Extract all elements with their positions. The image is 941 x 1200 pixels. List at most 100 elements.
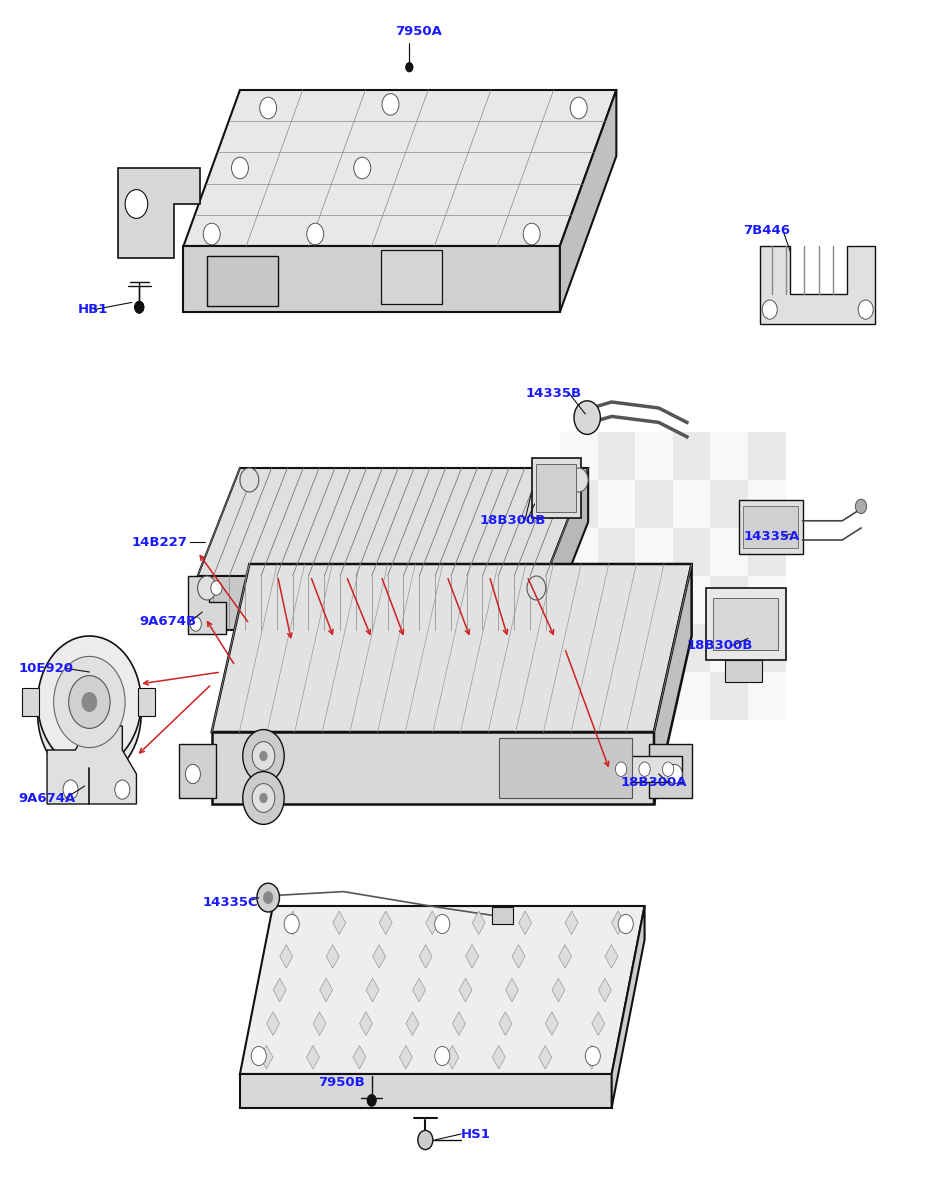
Polygon shape — [598, 978, 612, 1002]
Bar — [560, 528, 598, 576]
Polygon shape — [188, 576, 226, 634]
Text: 7950A: 7950A — [395, 25, 442, 38]
Text: 14335A: 14335A — [743, 530, 800, 542]
Polygon shape — [559, 944, 571, 968]
Bar — [536, 464, 576, 512]
Polygon shape — [585, 1045, 598, 1069]
Polygon shape — [373, 944, 386, 968]
Bar — [673, 432, 710, 480]
Circle shape — [367, 1094, 376, 1106]
Polygon shape — [198, 468, 588, 576]
Polygon shape — [512, 944, 525, 968]
Text: 14335B: 14335B — [525, 388, 582, 400]
Polygon shape — [612, 911, 625, 935]
Polygon shape — [198, 576, 546, 630]
Polygon shape — [592, 1012, 605, 1036]
Circle shape — [135, 301, 144, 313]
Text: 14B227: 14B227 — [132, 536, 187, 548]
Circle shape — [252, 784, 275, 812]
Bar — [635, 672, 673, 720]
Circle shape — [257, 883, 279, 912]
Circle shape — [570, 97, 587, 119]
Bar — [710, 528, 748, 576]
Bar — [560, 432, 598, 480]
Text: HB1: HB1 — [78, 304, 108, 316]
Bar — [673, 480, 710, 528]
Text: 9A674B: 9A674B — [139, 616, 197, 628]
Polygon shape — [492, 1045, 505, 1069]
Bar — [635, 432, 673, 480]
Polygon shape — [560, 90, 616, 312]
Bar — [673, 624, 710, 672]
Bar — [710, 480, 748, 528]
Polygon shape — [47, 726, 136, 804]
Polygon shape — [552, 978, 565, 1002]
Bar — [748, 480, 786, 528]
Polygon shape — [466, 944, 479, 968]
Circle shape — [762, 300, 777, 319]
Polygon shape — [240, 1074, 612, 1108]
Circle shape — [190, 617, 201, 631]
Circle shape — [243, 730, 284, 782]
Circle shape — [418, 1130, 433, 1150]
Bar — [635, 624, 673, 672]
Bar — [673, 672, 710, 720]
Polygon shape — [406, 1012, 419, 1036]
Circle shape — [240, 468, 259, 492]
Polygon shape — [499, 1012, 512, 1036]
Bar — [748, 672, 786, 720]
Bar — [748, 624, 786, 672]
Polygon shape — [286, 911, 299, 935]
Bar — [532, 458, 581, 518]
Polygon shape — [379, 911, 392, 935]
Polygon shape — [279, 944, 293, 968]
Polygon shape — [425, 911, 439, 935]
Polygon shape — [320, 978, 332, 1002]
Circle shape — [639, 762, 650, 776]
Bar — [138, 688, 155, 716]
Text: 18B300B: 18B300B — [687, 640, 754, 652]
Circle shape — [84, 695, 95, 709]
Polygon shape — [453, 1012, 466, 1036]
Bar — [748, 432, 786, 480]
Polygon shape — [212, 564, 692, 732]
Text: 18B300B: 18B300B — [480, 515, 547, 527]
Polygon shape — [412, 978, 425, 1002]
Bar — [499, 738, 631, 798]
Polygon shape — [260, 1045, 273, 1069]
Bar — [710, 576, 748, 624]
Circle shape — [38, 648, 141, 780]
Text: 7950B: 7950B — [318, 1076, 365, 1088]
Circle shape — [585, 1046, 600, 1066]
Polygon shape — [612, 906, 645, 1108]
Circle shape — [435, 1046, 450, 1066]
Polygon shape — [118, 168, 200, 258]
Polygon shape — [353, 1045, 366, 1069]
Circle shape — [284, 914, 299, 934]
Bar — [598, 624, 635, 672]
Circle shape — [125, 190, 148, 218]
Bar — [725, 660, 762, 682]
Circle shape — [618, 914, 633, 934]
Bar — [739, 500, 803, 554]
Polygon shape — [505, 978, 518, 1002]
Bar — [710, 672, 748, 720]
Bar — [598, 432, 635, 480]
Bar — [560, 480, 598, 528]
Bar — [560, 672, 598, 720]
Circle shape — [855, 499, 867, 514]
Polygon shape — [240, 906, 645, 1074]
Circle shape — [251, 1046, 266, 1066]
Circle shape — [527, 576, 546, 600]
Bar — [706, 588, 786, 660]
Circle shape — [569, 468, 588, 492]
Circle shape — [435, 914, 450, 934]
Circle shape — [523, 223, 540, 245]
Bar — [748, 528, 786, 576]
Bar — [713, 598, 778, 650]
Bar — [598, 576, 635, 624]
Bar — [710, 432, 748, 480]
Circle shape — [662, 762, 674, 776]
Circle shape — [615, 762, 627, 776]
Polygon shape — [654, 564, 692, 804]
